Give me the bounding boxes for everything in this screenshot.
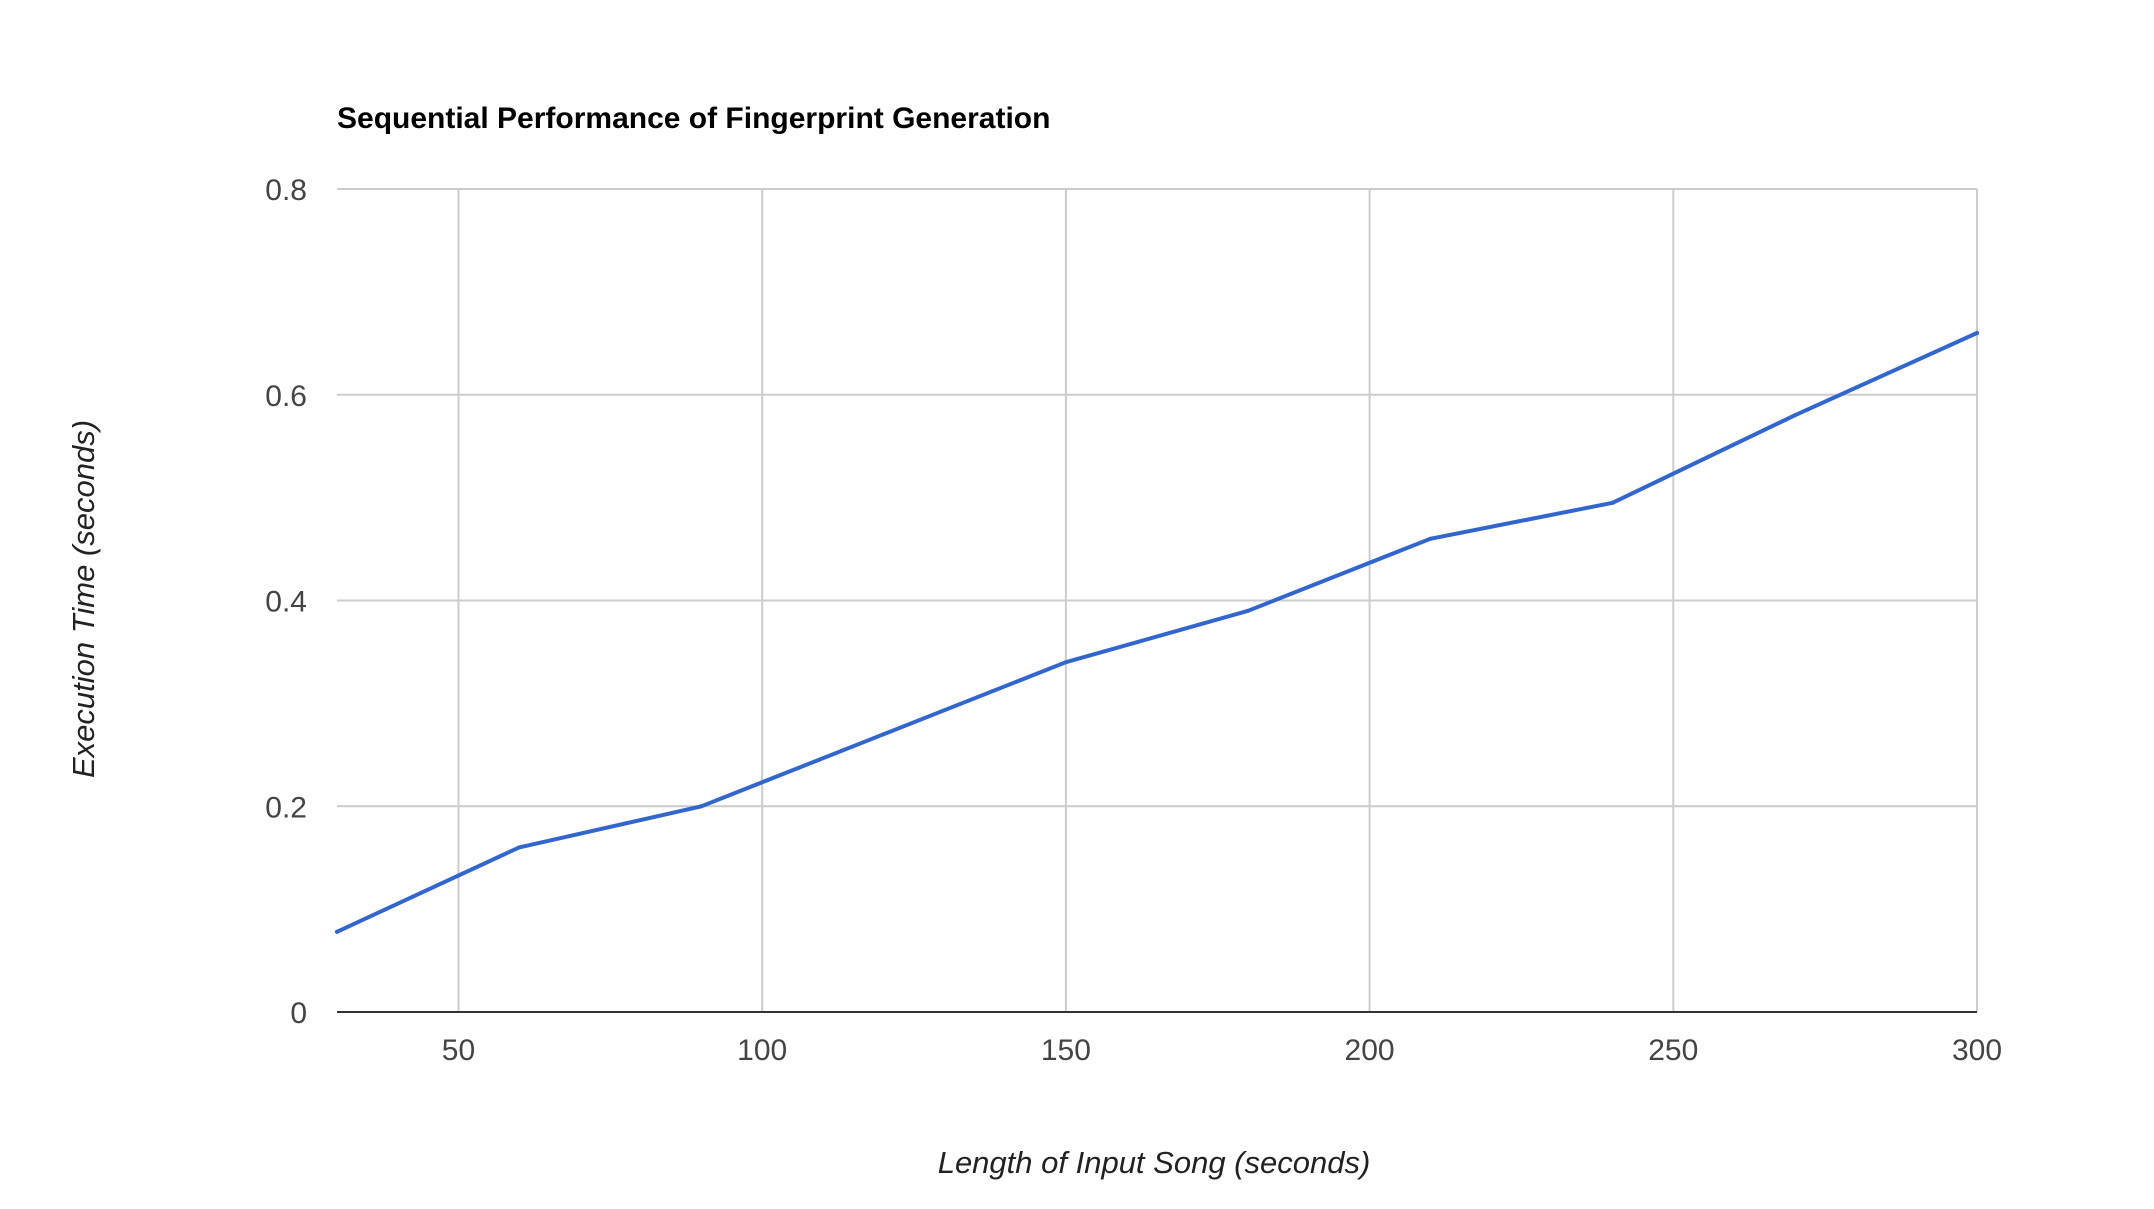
data-point — [881, 732, 886, 737]
data-point — [1428, 536, 1433, 541]
y-tick-label: 0.6 — [265, 380, 307, 413]
data-point — [699, 804, 704, 809]
x-axis-title: Length of Input Song (seconds) — [938, 1145, 1371, 1180]
data-point — [1246, 608, 1251, 613]
x-tick-label: 300 — [1952, 1034, 2002, 1067]
data-point — [335, 929, 339, 934]
data-point — [1063, 660, 1068, 665]
y-axis-title: Execution Time (seconds) — [66, 420, 101, 778]
series-line — [335, 331, 1979, 934]
x-tick-label: 250 — [1648, 1034, 1698, 1067]
data-point — [1792, 413, 1797, 418]
tick-labels: 50 100 150 200 250 300 0 0.2 0.4 0.6 0.8 — [265, 174, 2002, 1067]
x-tick-label: 200 — [1345, 1034, 1395, 1067]
data-point — [1975, 331, 1979, 335]
x-tick-label: 50 — [442, 1034, 475, 1067]
y-tick-label: 0 — [290, 997, 307, 1030]
data-point — [1610, 500, 1615, 505]
data-point — [517, 845, 522, 850]
chart-title: Sequential Performance of Fingerprint Ge… — [337, 102, 1050, 135]
series-layer — [335, 331, 1979, 934]
y-tick-label: 0.4 — [265, 586, 307, 619]
y-tick-label: 0.2 — [265, 791, 307, 824]
grid-layer — [337, 188, 1978, 1012]
x-tick-label: 100 — [737, 1034, 787, 1067]
x-tick-label: 150 — [1041, 1034, 1091, 1067]
y-tick-label: 0.8 — [265, 174, 307, 207]
